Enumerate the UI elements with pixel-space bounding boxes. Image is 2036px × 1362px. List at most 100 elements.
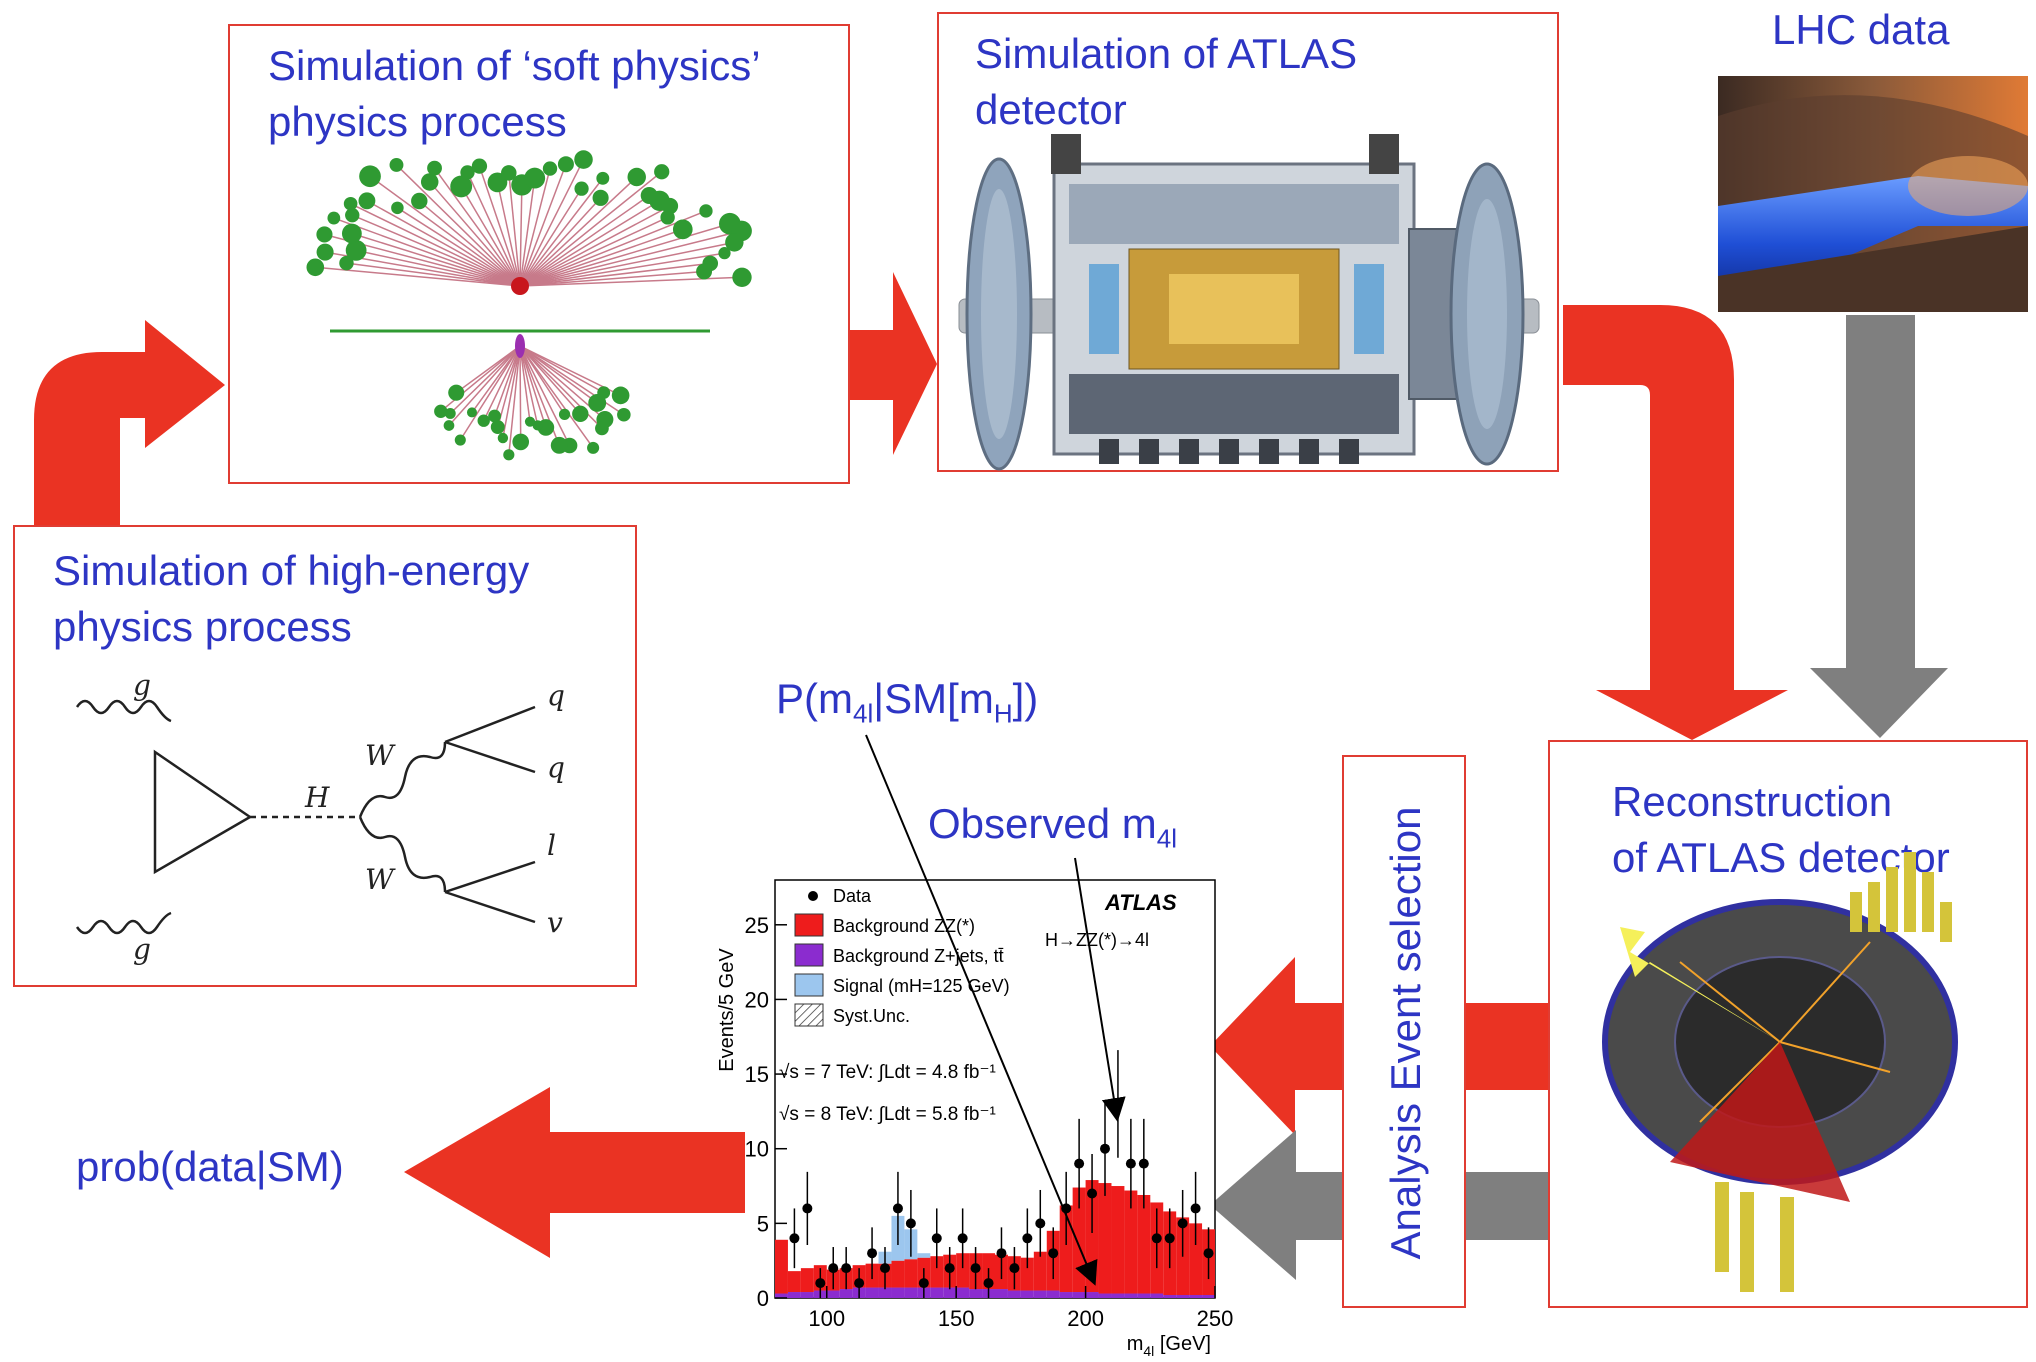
p-label-sub2: H (993, 698, 1013, 729)
zjets-bar (1202, 1295, 1215, 1298)
zjets-bar (1150, 1293, 1164, 1298)
legend-label: Signal (mH=125 GeV) (833, 976, 1010, 996)
zjets-bar (956, 1287, 970, 1298)
data-point (1061, 1203, 1072, 1214)
data-point (996, 1248, 1007, 1259)
observed-label-sub: 4l (1156, 823, 1177, 854)
x-tick-label: 250 (1197, 1306, 1234, 1331)
elbow-arrow-atlas-to-reconstruction (1563, 305, 1788, 740)
label-H: H (304, 781, 330, 814)
label-q1: q (547, 679, 565, 712)
panel-high-energy: Simulation of high-energy physics proces… (13, 525, 637, 987)
legend-label: Background ZZ(*) (833, 916, 975, 936)
data-point (931, 1233, 942, 1244)
m4l-histogram: 100 150 200 250 0 5 10 15 20 25 Events/5 GeV m4l [G… (716, 879, 1233, 1359)
panel-soft-physics: Simulation of ‘soft physics’ physics pro… (228, 24, 850, 484)
p-m4l-label: P(m4l|SM[mH]) (776, 675, 1038, 729)
zz-bar (1137, 1194, 1151, 1294)
data-point (789, 1233, 800, 1244)
zjets-bar (1163, 1295, 1177, 1298)
zjets-bar (1085, 1292, 1099, 1298)
observed-m4l-label: Observed m4l (928, 800, 1177, 854)
zjets-bar (1124, 1293, 1138, 1298)
data-point (1112, 1098, 1123, 1109)
x-tick-label: 200 (1067, 1306, 1104, 1331)
zjets-bar (891, 1287, 905, 1298)
data-point (892, 1203, 903, 1214)
arrow-soft-to-atlas (848, 272, 937, 455)
zz-bar (1124, 1190, 1138, 1294)
x-axis-label: m4l [GeV] (1127, 1333, 1211, 1359)
zjets-bar (1072, 1292, 1086, 1298)
zjets-bar (800, 1292, 814, 1298)
gluon-bottom (75, 911, 172, 935)
zz-bar (1189, 1223, 1203, 1296)
zz-bar (787, 1271, 801, 1293)
zjets-bar (775, 1293, 788, 1298)
data-point (802, 1203, 813, 1214)
y-tick-label: 5 (757, 1211, 769, 1236)
zjets-bar (1046, 1290, 1060, 1298)
data-point (841, 1263, 852, 1274)
panel-soft-physics-title: Simulation of ‘soft physics’ physics pro… (268, 42, 761, 145)
legend-swatch (794, 913, 824, 937)
legend-marker (808, 891, 818, 901)
data-point (1074, 1158, 1085, 1169)
y-tick-label: 15 (745, 1062, 769, 1087)
atlas-brand: ATLAS (1104, 890, 1177, 915)
lumi-7tev: √s = 7 TeV: ∫Ldt = 4.8 fb⁻¹ (779, 1062, 996, 1083)
y-tick-label: 25 (745, 913, 769, 938)
label-g-top: g (133, 669, 151, 702)
panel-reconstruction: Reconstruction of ATLAS detector (1548, 740, 2028, 1308)
label-l: l (547, 829, 556, 862)
data-point (1164, 1233, 1175, 1244)
zjets-bar (1020, 1290, 1034, 1298)
data-point (918, 1278, 929, 1289)
zjets-bar (865, 1287, 879, 1298)
zz-bar (1098, 1183, 1112, 1294)
data-point (1100, 1143, 1110, 1154)
legend-label: Data (833, 886, 872, 906)
zz-bar (891, 1260, 905, 1288)
data-point (905, 1218, 916, 1229)
event-display-graphic (1602, 852, 1958, 1292)
y-axis-label: Events/5 GeV (716, 948, 738, 1072)
panel-event-selection-title: Analysis Event selection (1382, 806, 1429, 1260)
data-point (1190, 1203, 1201, 1214)
zz-bar (1111, 1186, 1125, 1294)
lhc-tunnel-photo (1718, 76, 2028, 312)
w-boson-bottom (358, 816, 447, 893)
data-point (970, 1263, 981, 1274)
parton-shower-graphic (306, 150, 752, 461)
zjets-bar (943, 1287, 957, 1298)
arrow-chart-to-prob (404, 1087, 745, 1258)
legend-label: Syst.Unc. (833, 1006, 910, 1026)
zjets-bar (878, 1287, 892, 1298)
label-v: v (547, 906, 563, 939)
label-q2: q (547, 751, 565, 784)
zjets-bar (1059, 1292, 1073, 1298)
data-point (957, 1233, 968, 1244)
zjets-bar (1137, 1293, 1151, 1298)
zjets-bar (904, 1287, 918, 1298)
x-tick-label: 100 (808, 1306, 845, 1331)
data-point (1177, 1218, 1188, 1229)
y-tick-label: 20 (745, 987, 769, 1012)
legend-hatch (794, 1003, 824, 1027)
data-point (815, 1278, 826, 1289)
data-point (854, 1278, 865, 1289)
data-point (1035, 1218, 1046, 1229)
arrow-lhc-to-reconstruction (1810, 315, 1948, 738)
zjets-bar (995, 1289, 1008, 1298)
zjets-bar (1033, 1290, 1047, 1298)
zjets-bar (969, 1289, 983, 1298)
zz-bar (904, 1259, 918, 1288)
elbow-arrow-high-energy-to-soft (34, 320, 225, 525)
jet-cone (1670, 1042, 1850, 1202)
w-boson-top (358, 741, 447, 818)
prob-label: prob(data|SM) (76, 1143, 344, 1190)
data-point (867, 1248, 878, 1259)
lhc-data-title: LHC data (1772, 6, 1950, 53)
y-tick-label: 0 (757, 1286, 769, 1311)
data-point (1087, 1188, 1098, 1199)
